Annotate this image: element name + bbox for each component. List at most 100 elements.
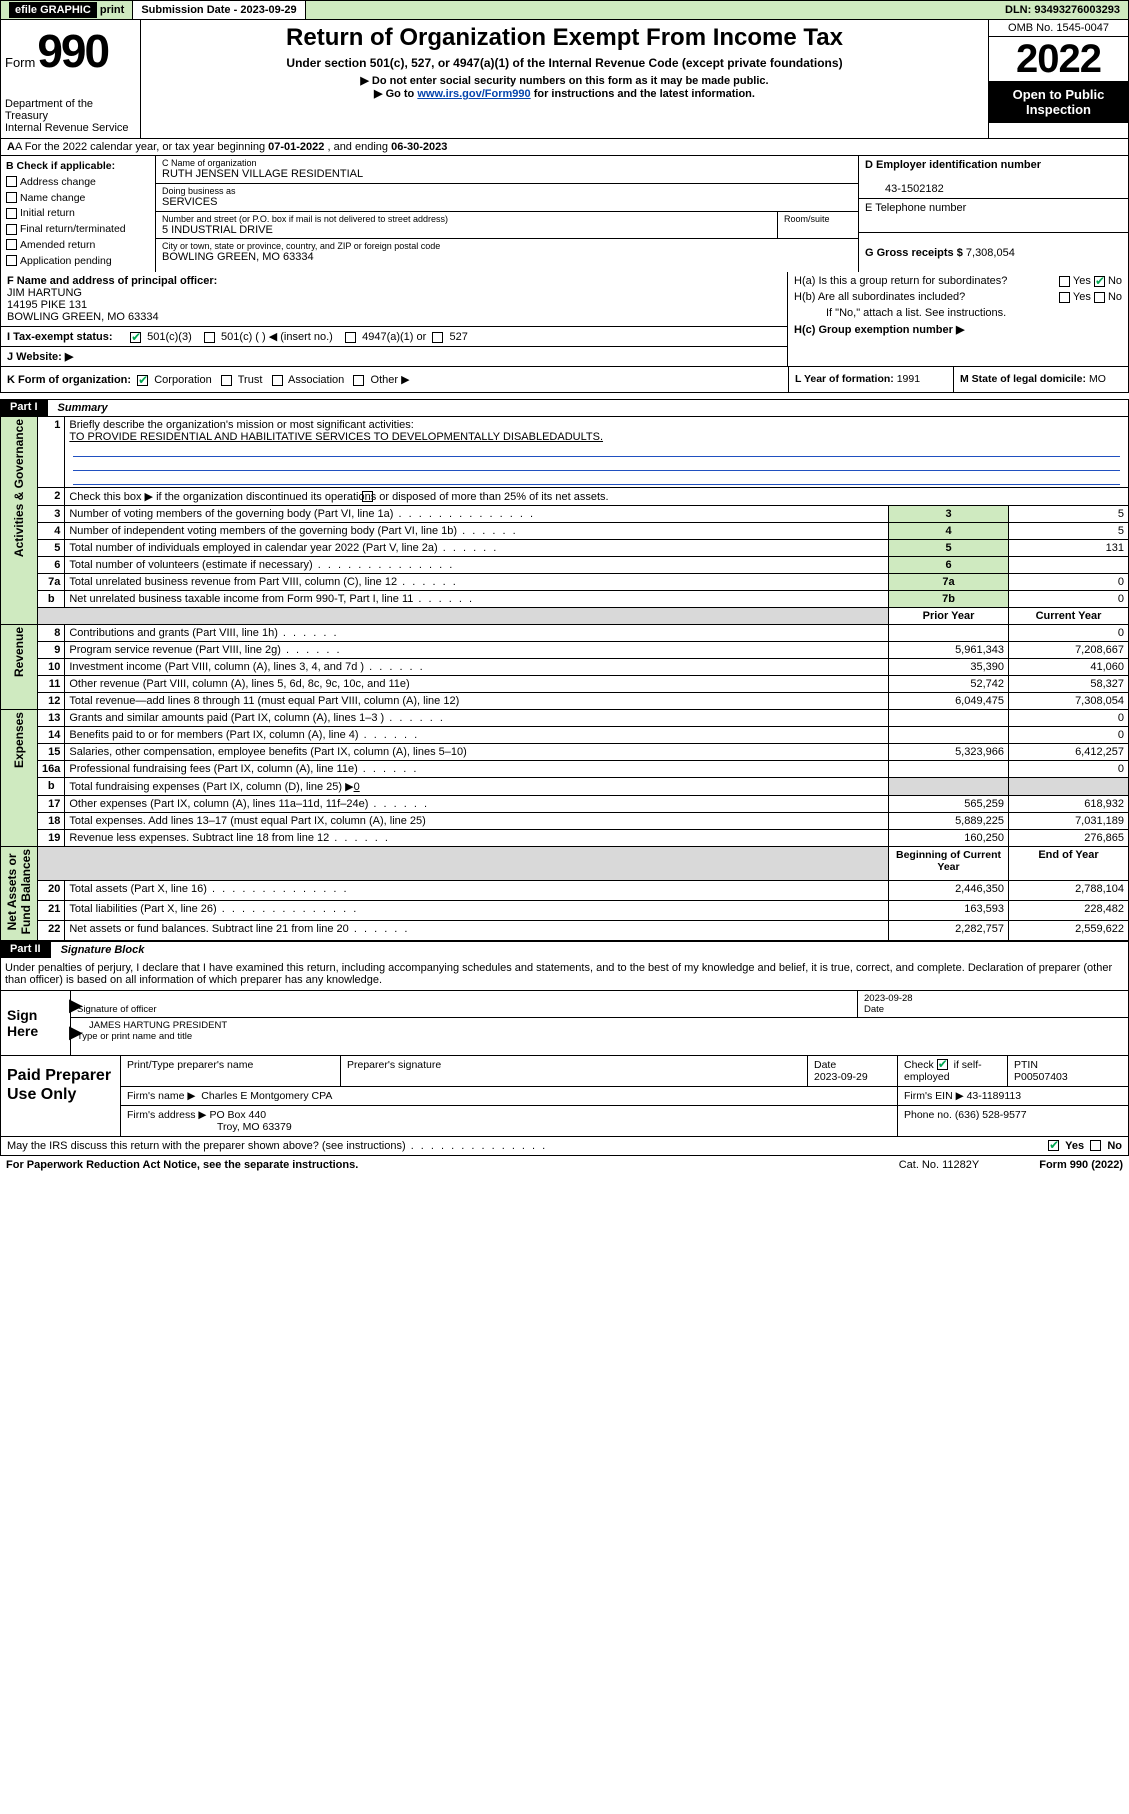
n12: 12 [38,693,65,710]
chk-assoc[interactable] [272,375,283,386]
rev-hdr-spacer [38,608,889,625]
org-name-label: C Name of organization [162,158,852,168]
col-c-org: C Name of organization RUTH JENSEN VILLA… [156,156,858,272]
firm-phone-cell: Phone no. (636) 528-9577 [898,1106,1128,1136]
side-na: Net Assets or Fund Balances [1,847,38,940]
chk-pending[interactable] [6,255,17,266]
dept-treasury: Department of the Treasury Internal Reve… [5,98,136,134]
irs-link[interactable]: www.irs.gov/Form990 [417,88,530,100]
chk-initial[interactable] [6,208,17,219]
l17-text: Other expenses (Part IX, column (A), lin… [65,796,889,813]
chk-address[interactable] [6,176,17,187]
chk-501c[interactable] [204,332,215,343]
e18c: 7,031,189 [1009,813,1129,830]
firm-ein: 43-1189113 [967,1090,1022,1102]
j-label: J Website: ▶ [7,351,73,363]
h-a: H(a) Is this a group return for subordin… [794,275,1122,287]
e16bc [1009,778,1129,796]
chk-discuss-no[interactable] [1090,1140,1101,1151]
org-name: RUTH JENSEN VILLAGE RESIDENTIAL [162,168,852,180]
l15-text: Salaries, other compensation, employee b… [65,744,889,761]
h-a-label: H(a) Is this a group return for subordin… [794,275,1007,287]
chk-ha-yes[interactable] [1059,276,1070,287]
dba-label: Doing business as [162,186,852,196]
n1: 1 [38,417,65,488]
pp-date-val: 2023-09-29 [814,1071,868,1083]
b5: 5 [889,540,1009,557]
sign-here-label: Sign Here [1,991,71,1055]
sig-officer-cell: ▶Signature of officer [71,991,858,1018]
chk-ha-no[interactable] [1094,276,1105,287]
submission-date-cell: Submission Date - 2023-09-29 [133,1,305,19]
l-value: 1991 [897,373,920,385]
l7a-text: Total unrelated business revenue from Pa… [65,574,889,591]
tax-year: 2022 [989,37,1128,81]
part1-table: Activities & Governance 1 Briefly descri… [0,416,1129,940]
lbl-assoc: Association [288,374,344,386]
l5-text: Total number of individuals employed in … [65,540,889,557]
n18: 18 [38,813,65,830]
chk-4947[interactable] [345,332,356,343]
lbl-yes: Yes [1073,275,1091,287]
k-label: K Form of organization: [7,374,131,386]
n20: 20 [38,881,65,901]
h-b: H(b) Are all subordinates included? Yes … [794,291,1122,303]
chk-selfemp[interactable] [937,1059,948,1070]
v4: 5 [1009,523,1129,540]
m-state: M State of legal domicile: MO [953,367,1128,392]
n10: 10 [38,659,65,676]
print-link[interactable]: print [100,4,124,16]
chk-trust[interactable] [221,375,232,386]
note2-pre: ▶ Go to [374,88,417,100]
row-a-taxyear: AA For the 2022 calendar year, or tax ye… [0,139,1129,156]
paid-row2: Firm's name ▶ Charles E Montgomery CPA F… [121,1087,1128,1106]
n13: 13 [38,710,65,727]
efile-btn[interactable]: efile GRAPHIC [9,2,97,18]
r12c: 7,308,054 [1009,693,1129,710]
l18-text: Total expenses. Add lines 13–17 (must eq… [65,813,889,830]
r9c: 7,208,667 [1009,642,1129,659]
chk-other[interactable] [353,375,364,386]
sig-date-label: Date [864,1004,884,1015]
chk-amended[interactable] [6,239,17,250]
n7b: b [38,591,65,608]
chk-discuss-yes[interactable] [1048,1140,1059,1151]
chk-l2[interactable] [362,491,373,502]
sign-here-block: Sign Here ▶Signature of officer 2023-09-… [0,991,1129,1056]
v3: 5 [1009,506,1129,523]
l14-text: Benefits paid to or for members (Part IX… [65,727,889,744]
lbl-final: Final return/terminated [20,223,126,235]
mission-line1 [73,443,1120,457]
block-bcdeg: B Check if applicable: Address change Na… [0,156,1129,272]
arrow-icon2: ▶ [69,1022,83,1043]
f-officer: F Name and address of principal officer:… [1,272,787,327]
part1-label: Part I [0,399,48,416]
n7a: 7a [38,574,65,591]
n16b: b [38,778,65,796]
l4-text: Number of independent voting members of … [65,523,889,540]
chk-final[interactable] [6,224,17,235]
e14p [889,727,1009,744]
chk-501c3[interactable] [130,332,141,343]
firm-name-cell: Firm's name ▶ Charles E Montgomery CPA [121,1087,898,1105]
submission-date: 2023-09-29 [240,4,296,16]
chk-hb-no[interactable] [1094,292,1105,303]
pp-name-hdr: Print/Type preparer's name [121,1056,341,1086]
chk-527[interactable] [432,332,443,343]
sig-officer-label: Signature of officer [77,1004,157,1015]
org-name-row: C Name of organization RUTH JENSEN VILLA… [156,156,858,184]
lbl-initial: Initial return [20,207,75,219]
n22e: 2,559,622 [1009,920,1129,940]
l20-text: Total assets (Part X, line 16) [65,881,889,901]
firm-addr-lbl: Firm's address ▶ [127,1109,207,1121]
r11p: 52,742 [889,676,1009,693]
chk-corp[interactable] [137,375,148,386]
discuss-q: May the IRS discuss this return with the… [7,1140,1048,1152]
row-fij-h: F Name and address of principal officer:… [0,272,1129,367]
mission-line3 [73,471,1120,485]
street-cell: Number and street (or P.O. box if mail i… [156,212,778,238]
phone-cell: E Telephone number [859,199,1128,233]
chk-hb-yes[interactable] [1059,292,1070,303]
row-a-pre: A For the 2022 calendar year, or tax yea… [15,141,268,153]
chk-name[interactable] [6,192,17,203]
